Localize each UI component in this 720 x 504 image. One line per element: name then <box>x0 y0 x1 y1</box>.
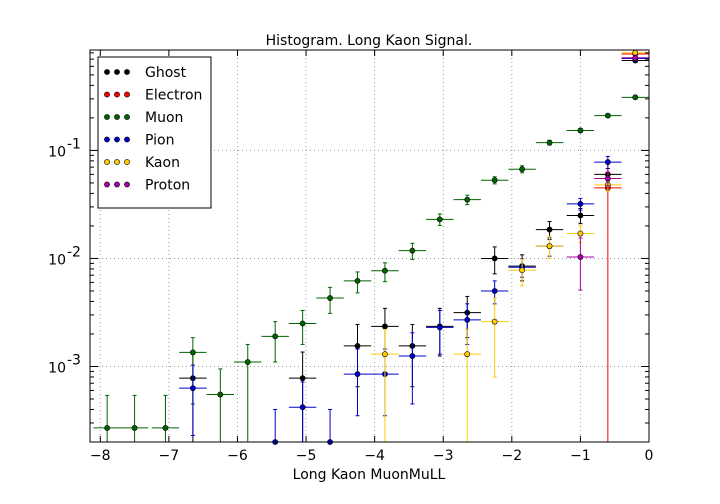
data-point <box>577 230 584 237</box>
legend-marker <box>104 181 110 188</box>
plot-frame <box>89 49 650 443</box>
chart-title: Histogram. Long Kaon Signal. <box>266 33 473 49</box>
data-point <box>632 49 639 56</box>
data-point <box>577 212 584 219</box>
legend-marker <box>114 136 120 143</box>
data-point <box>464 351 471 358</box>
x-tick-label: −8 <box>90 448 111 464</box>
legend-marker <box>124 136 130 143</box>
data-point <box>604 112 611 119</box>
plot-area <box>93 49 649 445</box>
data-point <box>491 288 498 294</box>
legend-label: Kaon <box>145 155 180 171</box>
legend-marker <box>114 159 120 165</box>
data-point <box>189 385 196 392</box>
data-point <box>577 200 584 207</box>
x-tick-label: −2 <box>502 448 523 464</box>
data-point <box>409 353 416 359</box>
data-point <box>577 254 584 260</box>
data-point <box>546 243 553 250</box>
data-point <box>299 404 306 411</box>
data-point <box>131 425 138 431</box>
legend-marker <box>114 69 120 75</box>
y-tick-label-exponent: -2 <box>67 244 81 260</box>
data-point <box>577 127 584 134</box>
data-point <box>632 94 639 101</box>
data-point <box>519 267 526 274</box>
data-point <box>299 375 306 382</box>
legend-label: Muon <box>145 110 183 126</box>
legend-marker <box>104 69 110 75</box>
legend-marker <box>124 159 130 165</box>
y-tick-label-exponent: -3 <box>67 352 81 368</box>
data-point <box>409 247 416 254</box>
legend-marker <box>124 69 130 75</box>
legend-marker <box>104 159 110 165</box>
legend-marker <box>104 136 110 143</box>
data-point <box>519 166 526 173</box>
y-tick-label: 10 <box>48 360 66 376</box>
legend-label: Ghost <box>145 65 187 81</box>
data-point <box>382 323 388 330</box>
data-point <box>299 320 306 327</box>
data-point <box>491 255 498 262</box>
legend-marker <box>114 181 120 188</box>
y-tick-label: 10 <box>48 144 66 160</box>
data-point <box>162 425 169 431</box>
data-point <box>491 318 498 325</box>
data-point <box>382 267 388 274</box>
data-point <box>436 324 443 331</box>
x-tick-label: −4 <box>364 448 385 464</box>
series-proton <box>566 54 649 291</box>
legend-marker <box>124 114 130 120</box>
legend-marker <box>104 114 110 120</box>
data-point <box>464 316 471 323</box>
series-kaon <box>371 49 649 442</box>
data-point <box>244 359 251 365</box>
legend-label: Proton <box>145 178 190 194</box>
x-tick-label: −1 <box>570 448 591 464</box>
data-point <box>217 391 224 398</box>
data-point <box>354 343 361 349</box>
data-point <box>354 277 361 284</box>
data-point <box>382 351 388 358</box>
data-point <box>104 425 111 431</box>
data-point <box>272 333 279 340</box>
x-tick-label: −5 <box>296 448 317 464</box>
legend-marker <box>104 91 110 98</box>
x-tick-label: −6 <box>227 448 248 464</box>
data-point <box>604 159 611 165</box>
y-tick-label: 10 <box>48 252 66 268</box>
legend-marker <box>114 91 120 98</box>
series-muon <box>93 94 649 442</box>
data-point <box>546 226 553 233</box>
axis-ticks: −8 −7 −6 −5 −4 −3 −2 −1 010-310-210-1 <box>48 50 653 464</box>
legend-label: Electron <box>145 88 202 104</box>
data-point <box>327 295 333 301</box>
data-point <box>546 139 553 146</box>
data-point <box>436 216 443 223</box>
x-tick-label: −3 <box>433 448 454 464</box>
series-electron <box>594 50 649 442</box>
x-tick-label: −7 <box>159 448 180 464</box>
data-point <box>491 177 498 184</box>
data-point <box>354 371 361 378</box>
y-tick-label-exponent: -1 <box>67 136 81 152</box>
x-axis-label: Long Kaon MuonMuLL <box>293 467 446 483</box>
legend-marker <box>124 91 130 98</box>
data-point <box>189 349 196 356</box>
legend-label: Pion <box>145 133 174 149</box>
data-point <box>604 175 611 182</box>
legend-marker <box>114 114 120 120</box>
data-point <box>464 196 471 203</box>
data-point <box>632 54 639 61</box>
legend-marker <box>124 181 130 188</box>
legend: Ghost Electron Muon Pion Kaon Proton <box>97 56 212 209</box>
x-tick-label: 0 <box>645 448 654 464</box>
